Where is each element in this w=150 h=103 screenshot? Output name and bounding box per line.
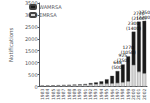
svg-text:Notifications: Notifications	[8, 27, 14, 62]
svg-text:1990: 1990	[77, 88, 82, 100]
svg-text:1988: 1988	[67, 88, 72, 100]
svg-text:1992: 1992	[88, 88, 93, 100]
svg-text:(500): (500)	[111, 65, 123, 70]
svg-text:2002: 2002	[142, 88, 147, 100]
svg-text:1996: 1996	[110, 88, 115, 100]
svg-text:1983: 1983	[40, 88, 45, 100]
svg-text:2001: 2001	[136, 88, 141, 100]
svg-text:2300: 2300	[127, 20, 140, 26]
svg-text:(750): (750)	[117, 58, 129, 63]
svg-text:3500: 3500	[24, 0, 38, 6]
svg-text:1985: 1985	[51, 88, 56, 100]
svg-text:EMRSA: EMRSA	[39, 12, 57, 18]
svg-text:1270: 1270	[122, 45, 134, 51]
svg-text:WAMRSA: WAMRSA	[39, 4, 62, 10]
svg-text:1987: 1987	[61, 88, 66, 100]
svg-text:3000: 3000	[25, 12, 38, 18]
svg-text:1000: 1000	[25, 60, 38, 66]
svg-text:2500: 2500	[25, 24, 38, 30]
svg-text:500: 500	[28, 72, 38, 78]
svg-text:2000: 2000	[131, 88, 136, 100]
svg-text:1993: 1993	[93, 88, 98, 100]
svg-text:1994: 1994	[99, 88, 104, 100]
svg-text:1989: 1989	[72, 88, 77, 100]
svg-text:1995: 1995	[104, 88, 109, 100]
svg-text:1999: 1999	[126, 88, 131, 100]
svg-text:(2200): (2200)	[137, 15, 150, 20]
svg-text:1500: 1500	[25, 48, 38, 54]
svg-text:1997: 1997	[115, 88, 120, 100]
svg-text:1998: 1998	[120, 88, 125, 100]
svg-text:1991: 1991	[83, 88, 88, 100]
svg-text:0: 0	[34, 84, 37, 90]
svg-text:1984: 1984	[45, 88, 50, 100]
svg-text:1986: 1986	[56, 88, 61, 100]
svg-text:2000: 2000	[25, 36, 38, 42]
svg-text:(1050): (1050)	[121, 50, 136, 55]
svg-text:(1400): (1400)	[126, 26, 141, 31]
